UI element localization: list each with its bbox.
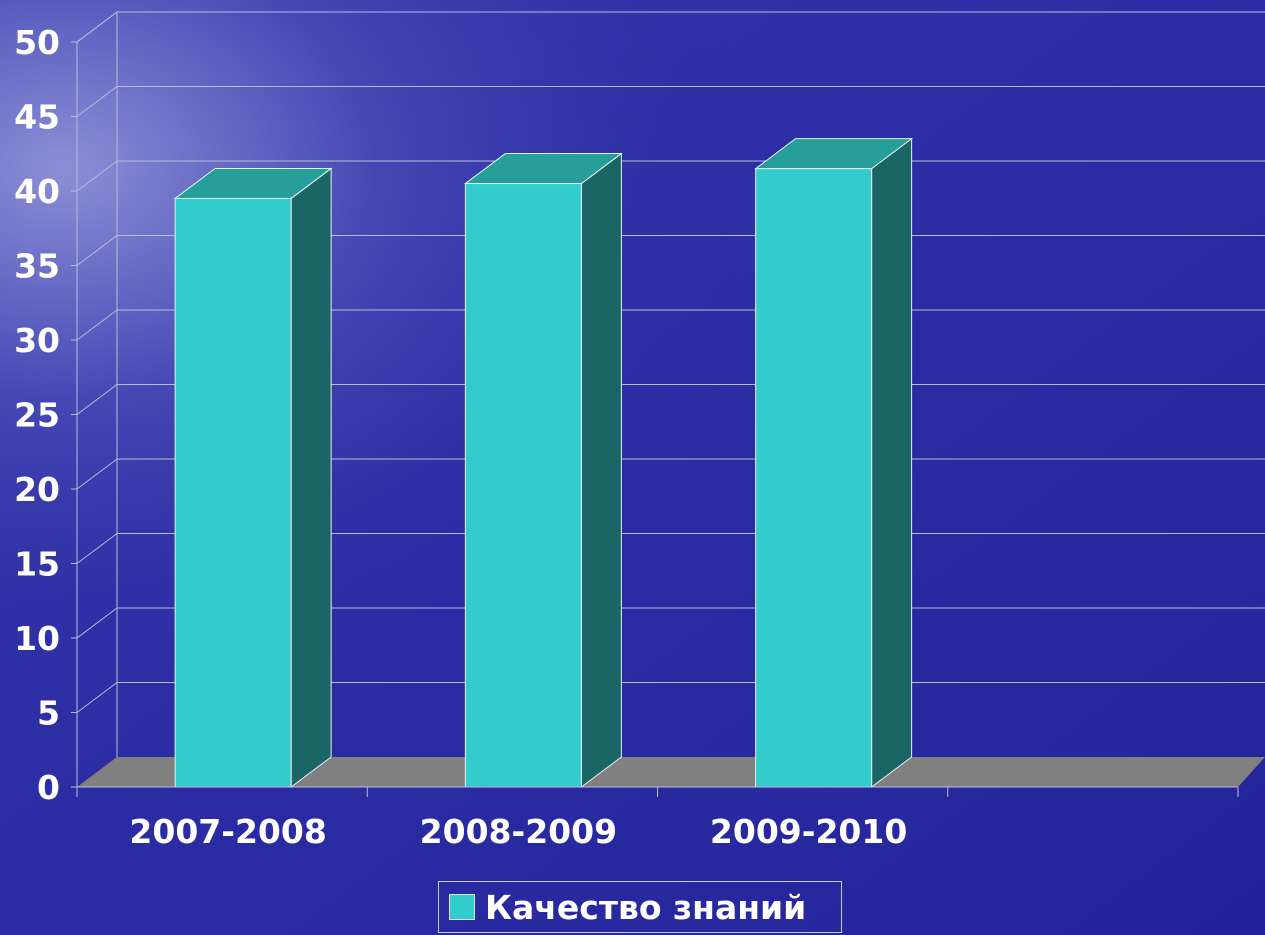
legend: Качество знаний bbox=[438, 881, 842, 933]
y-tick-label: 50 bbox=[14, 23, 60, 62]
y-tick-label: 20 bbox=[14, 470, 60, 509]
bar-side bbox=[871, 137, 913, 788]
bar bbox=[754, 137, 914, 788]
y-tick-label: 30 bbox=[14, 321, 60, 360]
gridline-side bbox=[76, 682, 118, 713]
bar-side bbox=[290, 167, 332, 788]
x-tick-label: 2007-2008 bbox=[129, 812, 326, 851]
x-tick-label: 2008-2009 bbox=[420, 812, 617, 851]
y-tick-label: 25 bbox=[14, 396, 60, 435]
bar-front bbox=[755, 168, 873, 788]
y-tick-label: 40 bbox=[14, 172, 60, 211]
gridline-side bbox=[76, 309, 118, 341]
gridline-side bbox=[76, 86, 118, 117]
bar-side bbox=[580, 152, 622, 788]
bar bbox=[463, 152, 623, 788]
gridline-side bbox=[76, 533, 118, 564]
y-tick-label: 45 bbox=[14, 98, 60, 137]
wall-top-edge bbox=[76, 11, 118, 43]
y-tick-label: 5 bbox=[37, 694, 60, 733]
gridline-side bbox=[76, 160, 118, 192]
legend-swatch bbox=[449, 894, 475, 920]
gridline-side bbox=[76, 384, 118, 415]
y-tick-label: 10 bbox=[14, 619, 60, 658]
y-tick-label: 15 bbox=[14, 545, 60, 584]
bar-front bbox=[464, 183, 582, 788]
gridline-side bbox=[76, 235, 118, 266]
y-tick-label: 35 bbox=[14, 247, 60, 286]
bar bbox=[173, 167, 333, 788]
bar-front bbox=[174, 197, 292, 788]
gridline-side bbox=[76, 458, 118, 490]
y-tick-label: 0 bbox=[37, 768, 60, 807]
gridline-side bbox=[76, 607, 118, 639]
legend-label: Качество знаний bbox=[485, 887, 807, 927]
chart-floor bbox=[77, 757, 1265, 787]
x-tick-label: 2009-2010 bbox=[710, 812, 907, 851]
